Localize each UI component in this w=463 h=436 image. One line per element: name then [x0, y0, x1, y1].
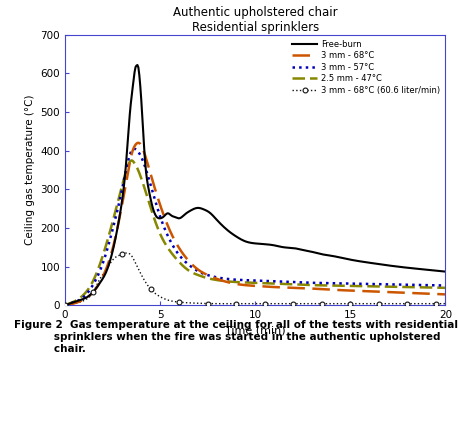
Y-axis label: Ceiling gas temperature (°C): Ceiling gas temperature (°C)	[25, 95, 35, 245]
X-axis label: Time (min): Time (min)	[225, 326, 285, 336]
Legend: Free-burn, 3 mm - 68°C, 3 mm - 57°C, 2.5 mm - 47°C, 3 mm - 68°C (60.6 liter/min): Free-burn, 3 mm - 68°C, 3 mm - 57°C, 2.5…	[288, 37, 443, 98]
Text: Figure 2  Gas temperature at the ceiling for all of the tests with residential
 : Figure 2 Gas temperature at the ceiling …	[14, 320, 457, 354]
Title: Authentic upholstered chair
Residential sprinklers: Authentic upholstered chair Residential …	[173, 6, 337, 34]
